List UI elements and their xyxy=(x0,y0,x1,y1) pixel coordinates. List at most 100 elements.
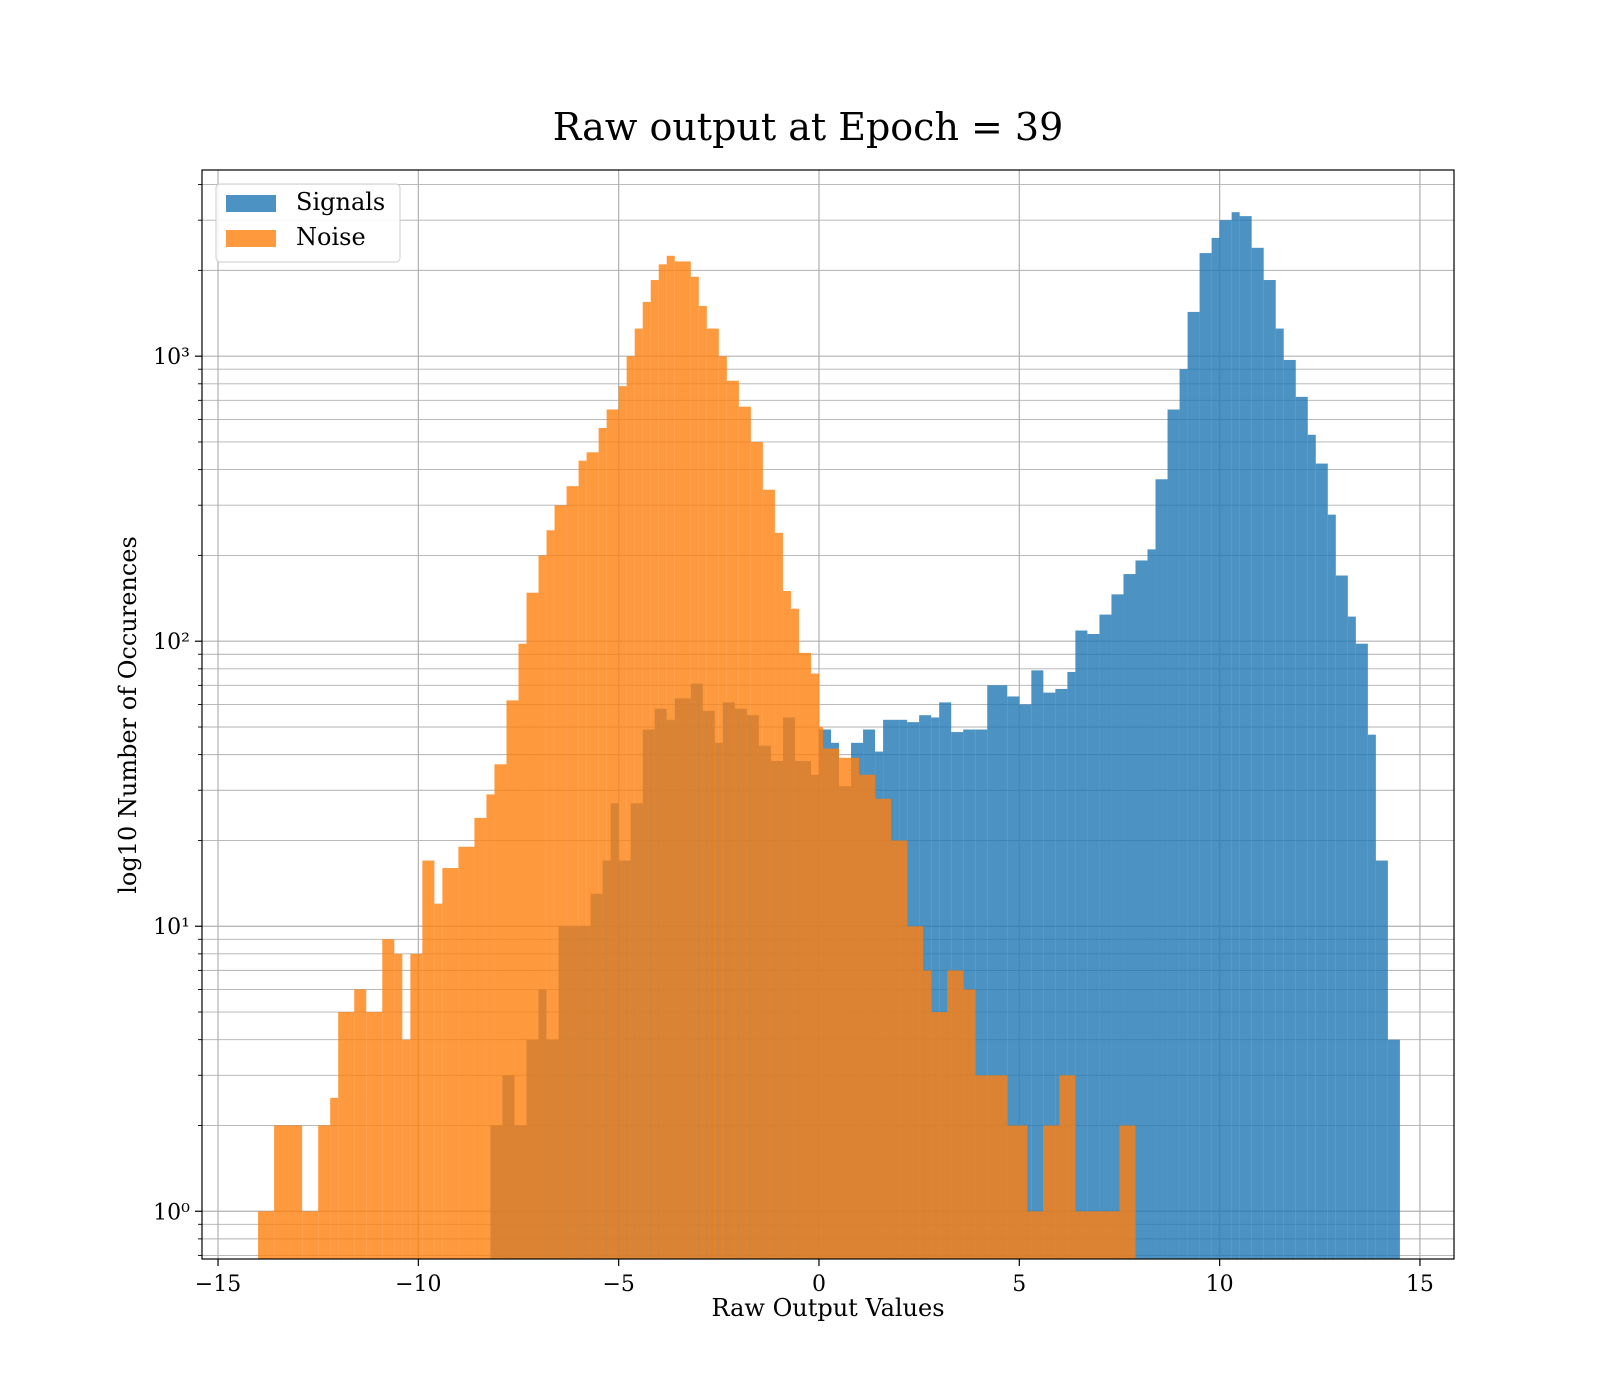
noise-bar-59 xyxy=(931,1012,948,1259)
signals-bar-57 xyxy=(1155,479,1168,1259)
noise-bar-18 xyxy=(494,764,507,1259)
noise-bar-41 xyxy=(718,356,727,1259)
noise-bar-49 xyxy=(798,652,811,1259)
noise-bar-39 xyxy=(698,305,707,1260)
noise-bar-37 xyxy=(674,261,691,1259)
plot-frame xyxy=(201,169,1455,1260)
noise-bar-3 xyxy=(318,1125,331,1259)
x-tick-label-6: 15 xyxy=(1406,1272,1434,1297)
signals-bar-55 xyxy=(1135,560,1148,1259)
signals-bar-73 xyxy=(1327,514,1336,1259)
axes: −15 −10 −5 0 5 10 15 10⁰ 10¹ 10² 10³ xyxy=(153,184,1434,1297)
signals-bar-75 xyxy=(1347,616,1356,1259)
signals-bar-47 xyxy=(1043,692,1056,1259)
noise-bar-4 xyxy=(330,1097,339,1259)
noise-bar-14 xyxy=(442,868,459,1259)
noise-bar-7 xyxy=(366,1012,383,1259)
legend-swatch-signals xyxy=(226,195,276,212)
noise-bar-27 xyxy=(586,452,599,1259)
legend-label-noise: Noise xyxy=(296,223,366,251)
signals-bar-45 xyxy=(1019,704,1032,1259)
noise-bar-24 xyxy=(554,505,567,1259)
noise-bar-44 xyxy=(750,441,763,1259)
noise-bar-29 xyxy=(606,409,619,1259)
noise-bar-26 xyxy=(578,460,587,1260)
chart-title: Raw output at Epoch = 39 xyxy=(553,105,1064,149)
signals-bar-44 xyxy=(1007,696,1020,1259)
noise-bar-5 xyxy=(338,1012,355,1259)
noise-bar-43 xyxy=(738,406,751,1260)
signals-bar-38 xyxy=(931,717,940,1259)
noise-bar-28 xyxy=(598,427,607,1259)
noise-bar-13 xyxy=(434,903,443,1259)
x-tick-label-3: 0 xyxy=(812,1272,826,1297)
noise-bar-22 xyxy=(538,555,547,1259)
signals-bar-65 xyxy=(1239,216,1252,1259)
signals-bar-60 xyxy=(1187,311,1200,1260)
signals-bar-64 xyxy=(1231,212,1240,1260)
signals-bar-51 xyxy=(1087,633,1100,1259)
signals-bar-71 xyxy=(1307,434,1316,1259)
y-tick-label-0: 10⁰ xyxy=(153,1200,190,1225)
noise-bar-52 xyxy=(822,748,840,1259)
signals-bar-56 xyxy=(1147,549,1156,1259)
legend: Signals Noise xyxy=(215,183,401,263)
noise-bar-11 xyxy=(410,953,423,1259)
signals-bar-61 xyxy=(1199,253,1212,1260)
noise-bar-31 xyxy=(626,356,635,1259)
noise-bar-55 xyxy=(875,798,892,1259)
noise-bar-58 xyxy=(923,970,932,1259)
x-tick-label-4: 5 xyxy=(1012,1272,1026,1297)
signals-bar-46 xyxy=(1031,670,1044,1259)
noise-bar-38 xyxy=(690,276,699,1259)
noise-bar-66 xyxy=(1043,1125,1060,1259)
signals-bar-54 xyxy=(1123,574,1136,1259)
noise-bar-62 xyxy=(975,1075,988,1259)
noise-bar-2 xyxy=(302,1211,319,1259)
signals-bar-67 xyxy=(1263,280,1276,1259)
noise-bar-17 xyxy=(486,794,495,1259)
noise-bar-63 xyxy=(987,1075,1008,1259)
signals-bar-78 xyxy=(1375,860,1388,1259)
noise-bar-6 xyxy=(354,989,367,1259)
y-tick-label-2: 10² xyxy=(153,630,190,655)
noise-bar-64 xyxy=(1007,1125,1028,1259)
signals-bar-69 xyxy=(1283,359,1296,1259)
noise-bar-68 xyxy=(1075,1211,1100,1259)
y-tick-label-1: 10¹ xyxy=(153,915,190,940)
noise-bar-12 xyxy=(422,860,435,1259)
y-tick-label-3: 10³ xyxy=(153,345,190,370)
noise-bar-32 xyxy=(634,328,643,1260)
noise-bar-33 xyxy=(642,301,651,1259)
noise-bar-57 xyxy=(907,926,924,1259)
noise-bar-16 xyxy=(474,817,487,1259)
noise-bar-19 xyxy=(506,700,519,1259)
signals-bar-76 xyxy=(1355,643,1368,1259)
signals-bar-70 xyxy=(1295,396,1308,1259)
signals-bar-72 xyxy=(1315,463,1328,1259)
noise-bar-42 xyxy=(726,380,739,1259)
x-axis-label: Raw Output Values xyxy=(711,1294,944,1322)
x-tick-label-5: 10 xyxy=(1206,1272,1234,1297)
signals-bar-74 xyxy=(1335,575,1348,1259)
noise-bar-50 xyxy=(810,673,819,1259)
noise-bar-46 xyxy=(774,532,783,1259)
noise-bar-9 xyxy=(394,953,403,1259)
noise-bar-20 xyxy=(518,643,527,1259)
noise-bar-0 xyxy=(258,1211,275,1259)
noise-bar-51 xyxy=(818,727,823,1259)
noise-bar-61 xyxy=(963,989,976,1259)
noise-bar-56 xyxy=(891,840,908,1259)
noise-bar-21 xyxy=(526,592,539,1259)
signals-bar-59 xyxy=(1179,369,1188,1260)
histogram-bars xyxy=(258,212,1400,1260)
signals-bar-52 xyxy=(1099,614,1112,1259)
noise-bar-69 xyxy=(1099,1211,1120,1259)
noise-bar-45 xyxy=(762,489,775,1259)
signals-bar-77 xyxy=(1367,734,1376,1259)
noise-bar-34 xyxy=(650,280,659,1259)
x-tick-label-0: −15 xyxy=(195,1272,241,1297)
signals-bar-66 xyxy=(1251,247,1264,1259)
signals-bar-58 xyxy=(1167,409,1180,1259)
